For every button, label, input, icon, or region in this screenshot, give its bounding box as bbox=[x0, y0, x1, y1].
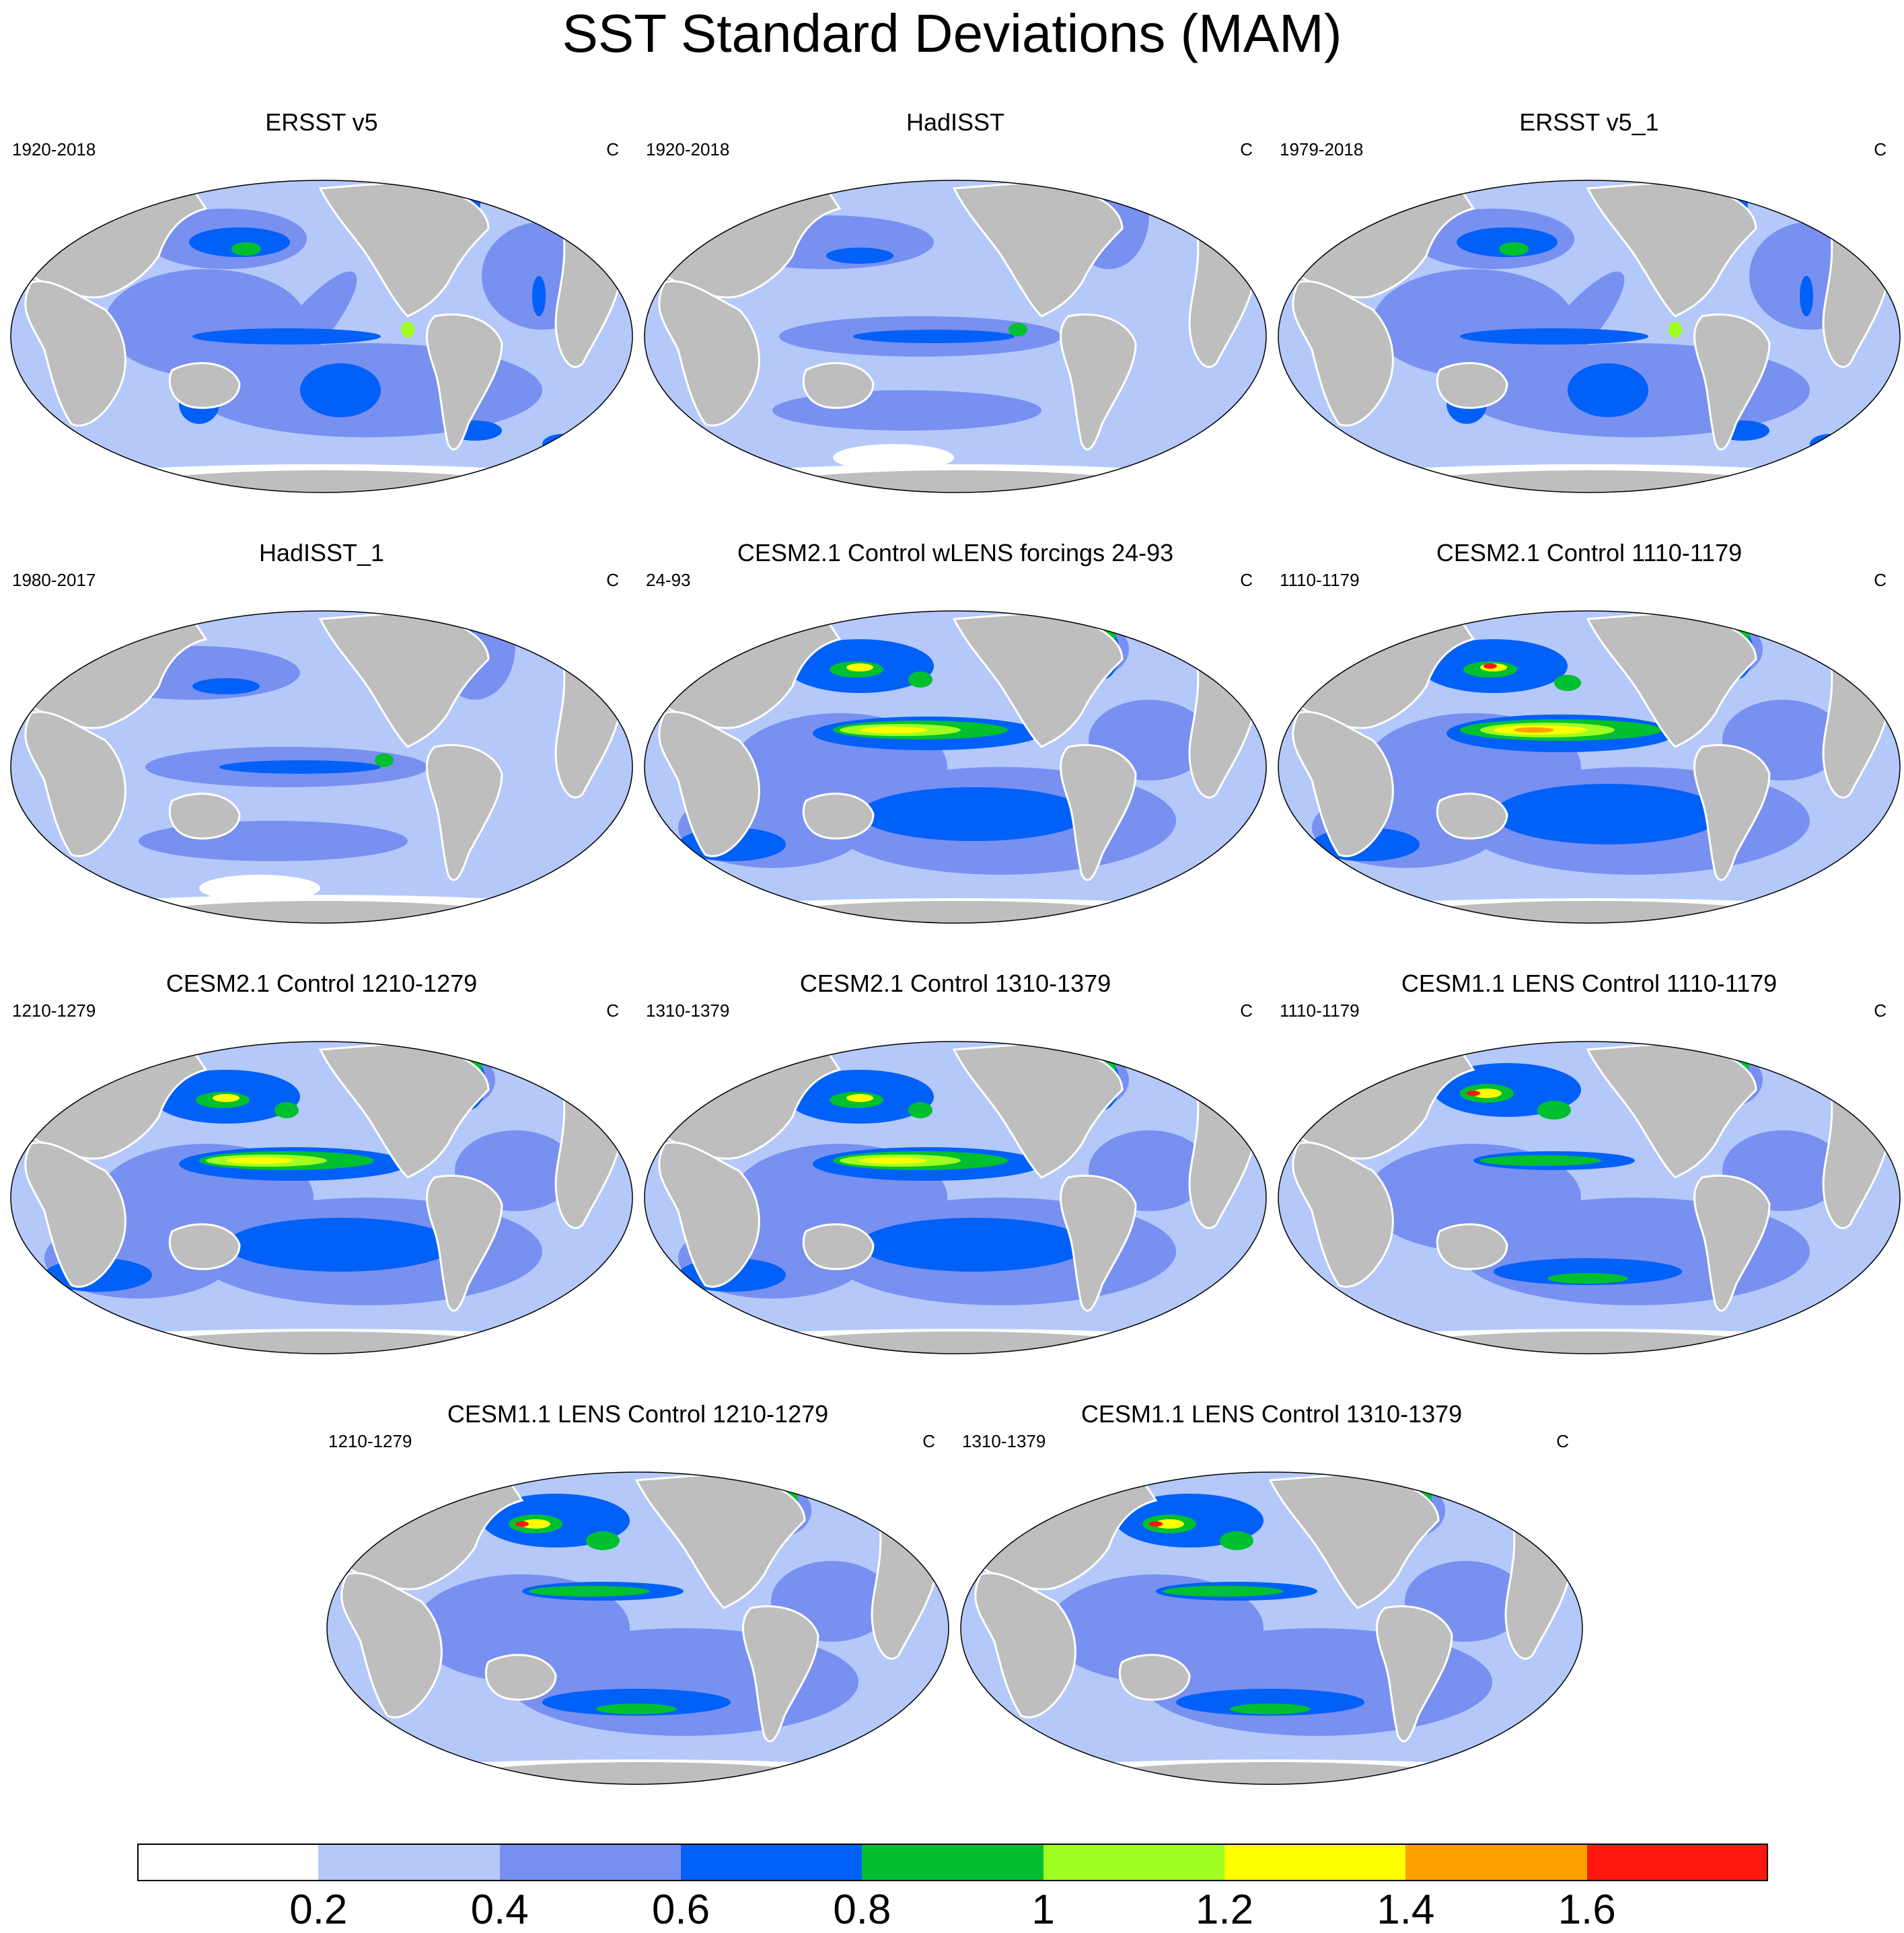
panel-title: CESM2.1 Control 1110-1179 bbox=[1436, 539, 1743, 567]
panel-title: HadISST bbox=[906, 108, 1005, 136]
panel-units: C bbox=[606, 139, 619, 159]
colorbar-swatch bbox=[318, 1844, 500, 1881]
colorbar-swatch bbox=[499, 1844, 681, 1881]
panel-units: C bbox=[1874, 139, 1887, 159]
map-panel: CESM2.1 Control 1110-1179 1110-1179 C bbox=[1272, 538, 1904, 955]
map-panel: CESM2.1 Control 1310-1379 1310-1379 C bbox=[638, 969, 1273, 1386]
map-panel: CESM1.1 LENS Control 1310-1379 1310-1379 C bbox=[954, 1399, 1589, 1817]
sst-map bbox=[644, 1041, 1267, 1354]
panel-title: HadISST_1 bbox=[258, 539, 385, 567]
panel-units: C bbox=[1556, 1431, 1569, 1451]
map-panel: ERSST v5_1 1979-2018 C bbox=[1272, 108, 1904, 525]
colorbar-swatch bbox=[1224, 1844, 1406, 1881]
map-panel: ERSST v5 1920-2018 C bbox=[4, 108, 639, 525]
panel-period: 1310-1379 bbox=[962, 1431, 1046, 1451]
sst-map bbox=[1278, 1041, 1901, 1354]
map-panel: CESM1.1 LENS Control 1110-1179 1110-1179 C bbox=[1272, 969, 1904, 1386]
sst-map bbox=[960, 1471, 1583, 1785]
colorbar bbox=[137, 1844, 1768, 1881]
panel-title: CESM1.1 LENS Control 1310-1379 bbox=[1081, 1400, 1463, 1428]
sst-map bbox=[326, 1471, 949, 1785]
panel-period: 1310-1379 bbox=[646, 1000, 730, 1021]
panel-title: CESM2.1 Control 1210-1279 bbox=[166, 970, 478, 997]
panel-title: CESM2.1 Control wLENS forcings 24-93 bbox=[737, 539, 1174, 567]
panel-units: C bbox=[1874, 1000, 1887, 1021]
map-panel: CESM2.1 Control wLENS forcings 24-93 24-9… bbox=[638, 538, 1273, 955]
panel-units: C bbox=[1240, 1000, 1253, 1021]
panel-period: 1210-1279 bbox=[12, 1000, 96, 1021]
colorbar-tick-label: 1.2 bbox=[1195, 1887, 1254, 1933]
panel-period: 1110-1179 bbox=[1280, 570, 1360, 590]
colorbar-tick-label: 0.4 bbox=[470, 1887, 529, 1933]
colorbar-swatch bbox=[137, 1844, 319, 1881]
sst-map bbox=[644, 610, 1267, 924]
colorbar-swatch bbox=[1043, 1844, 1224, 1881]
colorbar-tick-label: 1.6 bbox=[1558, 1887, 1616, 1933]
colorbar-tick-label: 0.6 bbox=[651, 1887, 710, 1933]
colorbar-swatch bbox=[681, 1844, 863, 1881]
sst-map bbox=[10, 610, 633, 924]
panel-title: CESM1.1 LENS Control 1210-1279 bbox=[447, 1400, 829, 1428]
panel-period: 1920-2018 bbox=[12, 139, 96, 159]
map-panel: CESM2.1 Control 1210-1279 1210-1279 C bbox=[4, 969, 639, 1386]
panel-period: 1210-1279 bbox=[328, 1431, 412, 1451]
panel-period: 24-93 bbox=[646, 570, 691, 590]
colorbar-tick-label: 0.2 bbox=[289, 1887, 348, 1933]
figure-title: SST Standard Deviations (MAM) bbox=[562, 3, 1342, 63]
map-panel: CESM1.1 LENS Control 1210-1279 1210-1279 C bbox=[320, 1399, 955, 1817]
panel-units: C bbox=[1874, 570, 1887, 590]
panel-period: 1980-2017 bbox=[12, 570, 96, 590]
panel-units: C bbox=[1240, 139, 1253, 159]
panel-title: ERSST v5_1 bbox=[1519, 108, 1659, 136]
map-panel: HadISST 1920-2018 C bbox=[638, 108, 1273, 525]
sst-map bbox=[10, 1041, 633, 1354]
panel-title: CESM2.1 Control 1310-1379 bbox=[799, 970, 1111, 997]
panel-units: C bbox=[606, 1000, 619, 1021]
sst-map bbox=[1278, 610, 1901, 924]
colorbar-swatch bbox=[862, 1844, 1043, 1881]
panel-period: 1979-2018 bbox=[1280, 139, 1364, 159]
colorbar-swatch bbox=[1405, 1844, 1587, 1881]
panel-title: ERSST v5 bbox=[265, 108, 378, 136]
sst-map bbox=[644, 180, 1267, 493]
panel-units: C bbox=[1240, 570, 1253, 590]
panel-period: 1110-1179 bbox=[1280, 1000, 1360, 1021]
sst-map bbox=[10, 180, 633, 493]
panel-title: CESM1.1 LENS Control 1110-1179 bbox=[1401, 970, 1778, 997]
colorbar-tick-label: 1 bbox=[1031, 1887, 1055, 1933]
colorbar-tick-label: 1.4 bbox=[1377, 1887, 1435, 1933]
panel-period: 1920-2018 bbox=[646, 139, 730, 159]
colorbar-tick-label: 0.8 bbox=[833, 1887, 891, 1933]
map-panel: HadISST_1 1980-2017 C bbox=[4, 538, 639, 955]
sst-map bbox=[1278, 180, 1901, 493]
colorbar-swatch bbox=[1586, 1844, 1768, 1881]
panel-units: C bbox=[606, 570, 619, 590]
panel-units: C bbox=[922, 1431, 935, 1451]
